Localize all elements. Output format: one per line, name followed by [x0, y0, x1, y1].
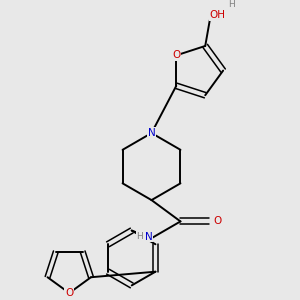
Text: O: O [65, 288, 74, 298]
Text: H: H [228, 0, 235, 9]
Text: H: H [136, 232, 143, 241]
Text: N: N [148, 128, 155, 138]
Text: O: O [172, 50, 180, 60]
Text: O: O [214, 216, 222, 226]
Text: N: N [145, 232, 152, 242]
Text: OH: OH [209, 11, 225, 20]
